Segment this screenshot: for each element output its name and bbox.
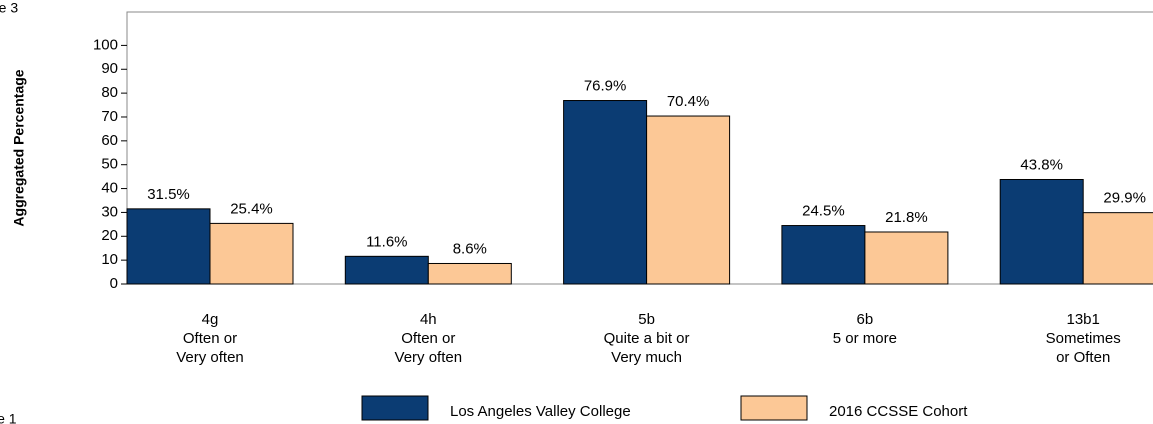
x-tick-line: 13b1 bbox=[1067, 311, 1100, 328]
bar bbox=[864, 231, 949, 285]
bar bbox=[344, 255, 429, 285]
x-tick-label: 5b Quite a bit or Very much bbox=[604, 311, 690, 366]
bar bbox=[646, 115, 731, 285]
y-tick-label: 30 bbox=[101, 203, 118, 220]
x-tick-line: 4g bbox=[202, 311, 219, 328]
bar bbox=[209, 222, 294, 285]
value-label: 70.4% bbox=[667, 93, 710, 110]
value-label: 21.8% bbox=[885, 209, 928, 226]
x-tick-line: 5 or more bbox=[833, 330, 897, 347]
x-tick-line: Sometimes bbox=[1046, 330, 1121, 347]
y-tick-label: 20 bbox=[101, 227, 118, 244]
y-tick-label: 0 bbox=[110, 275, 118, 292]
x-tick-line: Very often bbox=[395, 349, 463, 366]
legend-swatch bbox=[740, 395, 808, 421]
bar bbox=[999, 178, 1084, 285]
x-tick-label: 13b1 Sometimes or Often bbox=[1046, 311, 1121, 366]
y-tick-label: 50 bbox=[101, 156, 118, 173]
y-axis-label: Aggregated Percentage bbox=[11, 69, 27, 226]
x-tick-line: Quite a bit or bbox=[604, 330, 690, 347]
x-tick-label: 4g Often or Very often bbox=[176, 311, 244, 366]
x-tick-line: Often or bbox=[401, 330, 455, 347]
value-label: 11.6% bbox=[366, 233, 407, 250]
x-tick-line: or Often bbox=[1056, 349, 1110, 366]
x-tick-line: Very often bbox=[176, 349, 244, 366]
x-tick-line: 5b bbox=[638, 311, 655, 328]
y-tick-label: 70 bbox=[101, 108, 118, 125]
legend-swatch bbox=[361, 395, 429, 421]
legend-label: Los Angeles Valley College bbox=[450, 403, 631, 420]
legend-label: 2016 CCSSE Cohort bbox=[829, 403, 968, 420]
x-tick-line: Very much bbox=[611, 349, 682, 366]
bar bbox=[563, 100, 648, 285]
x-tick-line: Often or bbox=[183, 330, 237, 347]
bar bbox=[781, 225, 866, 285]
value-label: 76.9% bbox=[584, 77, 627, 94]
value-label: 29.9% bbox=[1103, 190, 1146, 207]
value-label: 25.4% bbox=[230, 200, 273, 217]
value-label: 43.8% bbox=[1020, 156, 1063, 173]
y-tick-label: 40 bbox=[101, 180, 118, 197]
y-tick-label: 80 bbox=[101, 84, 118, 101]
y-tick-label: 60 bbox=[101, 132, 118, 149]
y-tick-label: 10 bbox=[101, 251, 118, 268]
bar bbox=[1082, 212, 1153, 285]
value-label: 24.5% bbox=[802, 203, 845, 220]
bar bbox=[126, 208, 211, 285]
y-tick-label: 100 bbox=[93, 36, 118, 53]
annotation: re 3 bbox=[0, 0, 18, 16]
x-tick-line: 4h bbox=[420, 311, 437, 328]
bar bbox=[427, 262, 512, 285]
x-tick-label: 6b 5 or more bbox=[833, 311, 897, 347]
y-tick-label: 90 bbox=[101, 60, 118, 77]
value-label: 31.5% bbox=[147, 186, 190, 203]
x-tick-line: 6b bbox=[857, 311, 874, 328]
x-tick-label: 4h Often or Very often bbox=[395, 311, 463, 366]
value-label: 8.6% bbox=[453, 240, 487, 257]
annotation: le 1 bbox=[0, 411, 17, 424]
